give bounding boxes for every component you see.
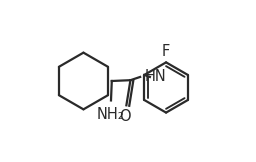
Text: HN: HN bbox=[145, 69, 167, 84]
Text: F: F bbox=[162, 44, 170, 59]
Text: NH₂: NH₂ bbox=[97, 107, 125, 122]
Text: O: O bbox=[119, 109, 131, 124]
